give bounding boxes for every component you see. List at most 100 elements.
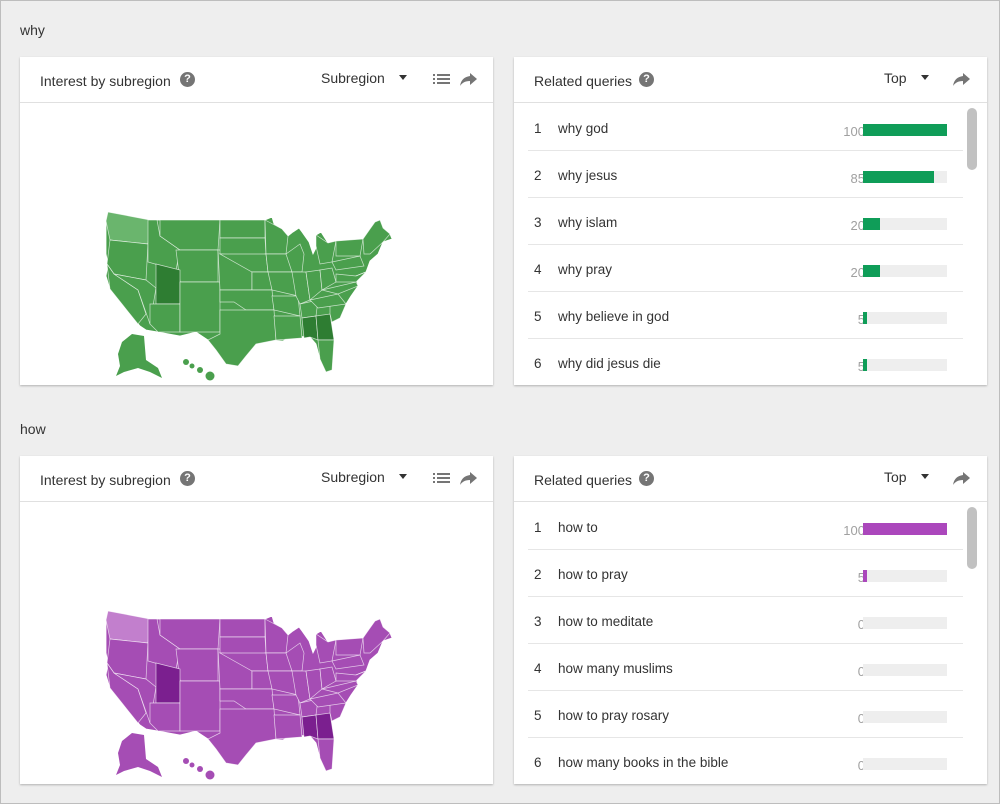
query-row[interactable]: 6 why did jesus die 5 [528, 339, 967, 385]
state-region [264, 618, 289, 654]
dropdown-label: Subregion [321, 469, 385, 485]
query-bar [863, 359, 947, 371]
interest-by-subregion-card-why: Interest by subregion ? Subregion [20, 57, 493, 385]
query-row[interactable]: 2 how to pray 5 [528, 550, 967, 597]
query-value: 5 [857, 359, 865, 374]
chevron-down-icon [920, 473, 929, 479]
us-map [20, 104, 493, 385]
query-bar [863, 523, 947, 535]
state-hawaii [205, 371, 215, 381]
state-region [175, 648, 219, 682]
query-value: 20 [850, 265, 865, 280]
query-value: 85 [850, 171, 865, 186]
state-region [317, 738, 335, 772]
query-row[interactable]: 4 why pray 20 [528, 245, 967, 292]
state-region [315, 633, 337, 664]
query-rank: 6 [534, 356, 542, 371]
state-region [309, 293, 347, 309]
subregion-dropdown[interactable]: Subregion [321, 70, 407, 86]
state-region [273, 315, 303, 341]
list-icon[interactable] [433, 71, 451, 87]
query-row[interactable]: 4 how many muslims 0 [528, 644, 967, 691]
query-rank: 2 [534, 168, 542, 183]
state-region [105, 610, 151, 644]
list-icon[interactable] [433, 470, 451, 486]
state-region [331, 654, 365, 670]
query-row[interactable]: 3 why islam 20 [528, 198, 967, 245]
card-title: Interest by subregion [40, 73, 171, 89]
state-region [329, 303, 347, 323]
share-icon[interactable] [460, 470, 478, 486]
share-icon[interactable] [953, 71, 971, 87]
scrollbar[interactable] [963, 503, 987, 784]
query-bar-fill [863, 359, 868, 371]
query-bar-fill [863, 124, 947, 136]
state-region [179, 281, 221, 333]
state-region [301, 714, 319, 740]
query-value: 20 [850, 218, 865, 233]
state-region [219, 618, 266, 638]
query-value: 100 [843, 124, 865, 139]
query-text: how many books in the bible [558, 755, 729, 770]
query-row[interactable]: 3 how to meditate 0 [528, 597, 967, 644]
query-bar [863, 265, 947, 277]
query-bar [863, 617, 947, 629]
share-icon[interactable] [460, 71, 478, 87]
query-bar [863, 664, 947, 676]
related-queries-list: 1 why god 100 2 why jesus 85 3 why islam… [514, 104, 987, 385]
query-row[interactable]: 5 why believe in god 5 [528, 292, 967, 339]
state-hawaii [205, 770, 215, 780]
query-rank: 6 [534, 755, 542, 770]
query-text: how to meditate [558, 614, 654, 629]
query-value: 0 [857, 711, 865, 726]
top-dropdown[interactable]: Top [884, 70, 929, 86]
state-hawaii [183, 359, 189, 365]
share-icon[interactable] [953, 470, 971, 486]
state-region [285, 243, 305, 273]
top-dropdown[interactable]: Top [884, 469, 929, 485]
query-bar-fill [863, 218, 880, 230]
help-icon[interactable]: ? [180, 72, 195, 87]
query-bar [863, 758, 947, 770]
query-rank: 4 [534, 262, 542, 277]
chevron-down-icon [398, 473, 407, 479]
help-icon[interactable]: ? [639, 471, 654, 486]
state-region [335, 271, 367, 283]
help-icon[interactable]: ? [639, 72, 654, 87]
state-region [315, 234, 337, 265]
query-row[interactable]: 2 why jesus 85 [528, 151, 967, 198]
section-title-why: why [20, 22, 45, 38]
state-region [285, 642, 305, 672]
card-header: Related queries ? Top [514, 456, 987, 502]
query-text: why islam [558, 215, 618, 230]
scrollbar-thumb[interactable] [967, 507, 977, 569]
state-region [219, 219, 266, 239]
query-row[interactable]: 1 how to 100 [528, 503, 967, 550]
scrollbar[interactable] [963, 104, 987, 385]
scrollbar-thumb[interactable] [967, 108, 977, 170]
query-text: how to pray [558, 567, 628, 582]
subregion-dropdown[interactable]: Subregion [321, 469, 407, 485]
query-row[interactable]: 6 how many books in the bible 0 [528, 738, 967, 784]
help-icon[interactable]: ? [180, 471, 195, 486]
state-region [335, 670, 367, 682]
query-text: why did jesus die [558, 356, 661, 371]
query-text: why god [558, 121, 609, 136]
dropdown-label: Subregion [321, 70, 385, 86]
state-region [329, 702, 347, 722]
state-region [362, 219, 391, 255]
query-text: how to pray rosary [558, 708, 670, 723]
query-row[interactable]: 5 how to pray rosary 0 [528, 691, 967, 738]
query-value: 0 [857, 664, 865, 679]
state-region [301, 315, 319, 341]
state-region [335, 238, 364, 257]
query-value: 5 [857, 312, 865, 327]
query-value: 0 [857, 758, 865, 773]
state-hawaii [197, 766, 203, 772]
state-alaska [116, 733, 162, 777]
state-region [149, 702, 181, 732]
query-rank: 1 [534, 520, 542, 535]
state-region [264, 219, 289, 255]
query-rank: 5 [534, 309, 542, 324]
query-row[interactable]: 1 why god 100 [528, 104, 967, 151]
